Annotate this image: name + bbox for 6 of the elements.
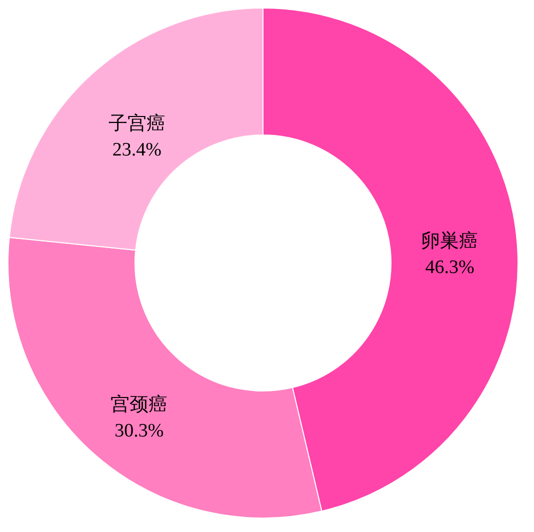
slice-label: 卵巣癌: [421, 230, 478, 252]
slice-label: 子宫癌: [108, 112, 166, 135]
slice-label: 宫颈癌: [110, 393, 168, 416]
data-label: 46.3%: [425, 257, 474, 278]
data-label: 23.4%: [112, 140, 162, 161]
data-label: 30.3%: [114, 420, 164, 442]
